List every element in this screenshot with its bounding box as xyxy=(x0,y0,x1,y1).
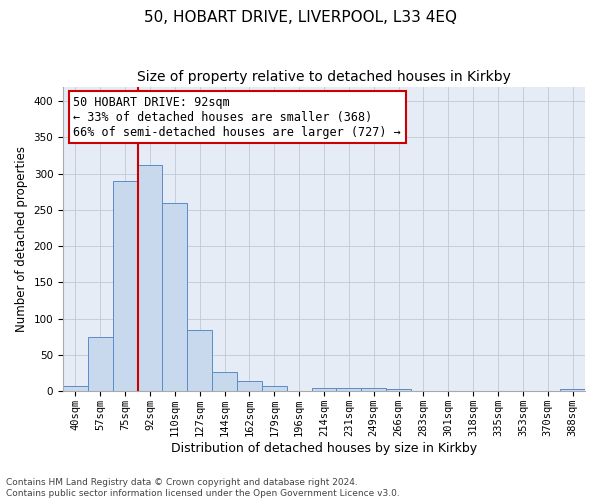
Bar xyxy=(212,372,237,392)
X-axis label: Distribution of detached houses by size in Kirkby: Distribution of detached houses by size … xyxy=(171,442,477,455)
Bar xyxy=(88,337,113,392)
Text: 50, HOBART DRIVE, LIVERPOOL, L33 4EQ: 50, HOBART DRIVE, LIVERPOOL, L33 4EQ xyxy=(143,10,457,25)
Bar xyxy=(63,386,88,392)
Bar xyxy=(187,330,212,392)
Bar xyxy=(337,388,361,392)
Bar xyxy=(560,389,585,392)
Text: 50 HOBART DRIVE: 92sqm
← 33% of detached houses are smaller (368)
66% of semi-de: 50 HOBART DRIVE: 92sqm ← 33% of detached… xyxy=(73,96,401,138)
Bar xyxy=(262,386,287,392)
Text: Contains HM Land Registry data © Crown copyright and database right 2024.
Contai: Contains HM Land Registry data © Crown c… xyxy=(6,478,400,498)
Bar xyxy=(137,165,163,392)
Bar xyxy=(113,181,137,392)
Bar xyxy=(311,388,337,392)
Bar xyxy=(237,381,262,392)
Bar xyxy=(361,388,386,392)
Bar xyxy=(163,202,187,392)
Title: Size of property relative to detached houses in Kirkby: Size of property relative to detached ho… xyxy=(137,70,511,84)
Bar xyxy=(386,389,411,392)
Y-axis label: Number of detached properties: Number of detached properties xyxy=(15,146,28,332)
